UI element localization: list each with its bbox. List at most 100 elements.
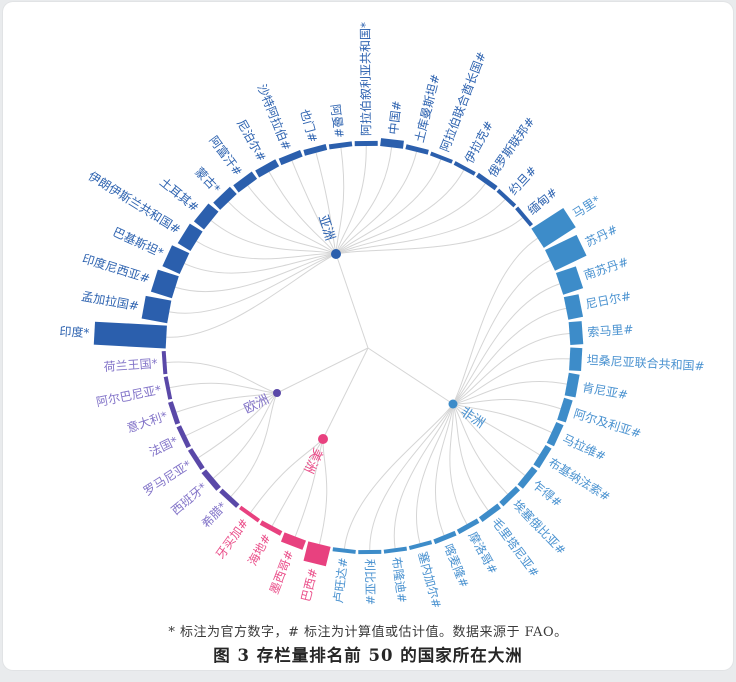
country-label: 墨西哥# <box>267 548 297 596</box>
country-bar <box>533 444 552 469</box>
link-curve <box>335 146 367 255</box>
link-curve <box>452 307 567 405</box>
country-bar <box>557 397 573 423</box>
country-label: 阿尔及利亚# <box>572 406 643 441</box>
country-label: 摩洛哥# <box>465 529 501 577</box>
country-label: 尼日尔# <box>584 288 632 312</box>
country-label: 土耳其# <box>157 175 202 215</box>
country-label: 巴基斯坦* <box>111 225 166 260</box>
link-curve <box>335 147 393 255</box>
link-curve <box>452 403 508 495</box>
link-curve <box>452 333 570 405</box>
link-curve <box>335 151 418 255</box>
figure-card: 亚洲 非洲 美洲 欧洲 印度* 孟加拉国# 印度尼西亚# 巴基斯坦* 伊朗伊斯兰共和国# 土耳其#… <box>3 2 733 670</box>
country-bar <box>280 532 307 550</box>
country-bar <box>161 350 168 375</box>
country-label: 意大利* <box>125 408 170 436</box>
country-bar <box>141 295 172 324</box>
link-curve <box>210 220 337 255</box>
link-curve <box>315 152 337 255</box>
country-label: 塞内加尔# <box>415 550 444 610</box>
country-bar <box>517 466 538 489</box>
link-curve <box>268 171 337 255</box>
link-curve <box>369 403 454 550</box>
country-bar <box>478 503 501 523</box>
country-label: 肯尼亚# <box>581 380 629 402</box>
link-curve <box>452 403 489 511</box>
country-label: 印度尼西亚# <box>81 251 152 286</box>
country-label: 乍得# <box>530 477 566 510</box>
country-label: 卢旺达# <box>330 557 350 604</box>
link-curves <box>166 146 570 550</box>
country-label: 马拉维# <box>560 431 608 464</box>
country-label: 希腊* <box>198 499 229 531</box>
country-bar <box>239 505 261 523</box>
country-bar <box>555 266 584 295</box>
link-curve <box>169 382 278 394</box>
country-bar <box>193 203 219 230</box>
country-bar <box>358 549 382 555</box>
country-bar <box>433 530 457 545</box>
figure-footnote: * 标注为官方数字，# 标注为计算值或估计值。数据来源于 FAO。 <box>168 625 568 640</box>
link-curve <box>435 403 454 536</box>
country-bar <box>233 171 258 193</box>
link-curve <box>335 159 442 255</box>
continent-hub-dot-americas <box>318 434 328 444</box>
country-label: 坦桑尼亚联合共和国# <box>586 352 705 373</box>
country-bar <box>405 144 429 155</box>
link-curve <box>452 403 552 433</box>
link-curve <box>335 199 506 255</box>
country-label: 索马里# <box>587 322 634 339</box>
continent-dots <box>273 249 458 444</box>
country-bar <box>496 188 517 208</box>
link-curve <box>343 403 454 549</box>
country-bar <box>383 546 407 554</box>
country-label: 印度* <box>59 324 90 341</box>
link-curve <box>393 403 454 549</box>
country-bar <box>219 488 240 508</box>
country-bar <box>303 541 331 567</box>
country-label: 马里* <box>570 193 603 221</box>
country-bar <box>380 138 404 149</box>
country-label: 喀麦隆# <box>441 541 472 589</box>
link-curve <box>175 253 337 293</box>
country-bar <box>176 425 191 449</box>
link-curve <box>452 403 526 476</box>
link-curve <box>294 438 324 537</box>
country-bar <box>259 520 283 536</box>
link-curve <box>250 438 324 513</box>
country-bar <box>177 223 203 252</box>
continent-hub-label-asia: 亚洲 <box>315 213 337 242</box>
country-label: 南苏丹# <box>582 254 630 283</box>
link-curve <box>271 438 324 527</box>
country-bar <box>278 150 303 166</box>
continent-hub-dot-africa <box>448 399 458 409</box>
country-label: 法国* <box>147 434 180 460</box>
country-bar <box>568 321 584 346</box>
country-bar <box>499 486 521 507</box>
link-curve <box>291 160 337 255</box>
country-bars <box>93 138 587 567</box>
country-label: 阿尔巴尼亚* <box>95 382 163 410</box>
country-bar <box>408 540 433 551</box>
country-label: 蒙古* <box>192 164 224 196</box>
country-bar <box>255 159 280 178</box>
continent-hub-label-africa: 非洲 <box>457 405 487 432</box>
link-curve <box>230 392 278 497</box>
country-bar <box>456 518 480 535</box>
country-bar <box>187 448 205 471</box>
link-curve <box>196 240 337 260</box>
link-curve <box>318 438 328 545</box>
link-curve <box>198 392 278 459</box>
country-bar <box>213 186 237 210</box>
figure-title: 图 3 存栏量排名前 50 的国家所在大洲 <box>213 646 523 665</box>
link-curve <box>452 237 538 405</box>
country-label: 约旦# <box>505 163 539 198</box>
country-label: 尼泊尔# <box>234 117 270 165</box>
link-curve <box>185 392 278 437</box>
country-label: 苏丹# <box>583 222 620 249</box>
link-curve <box>228 201 337 255</box>
country-bar <box>569 347 583 372</box>
link-curve <box>184 253 337 274</box>
link-curve <box>335 217 523 255</box>
